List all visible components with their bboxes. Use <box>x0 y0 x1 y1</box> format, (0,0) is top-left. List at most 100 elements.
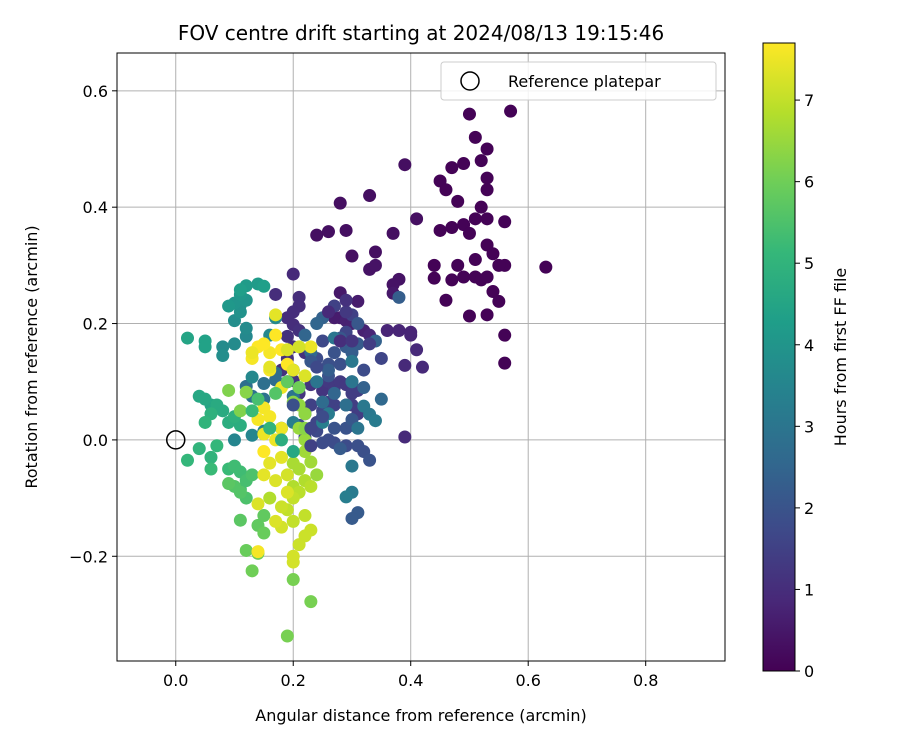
y-axis-label: Rotation from reference (arcmin) <box>22 225 41 488</box>
data-point <box>280 329 294 343</box>
data-point <box>368 258 382 272</box>
data-point <box>439 293 453 307</box>
data-point <box>451 258 465 272</box>
data-points <box>180 104 553 643</box>
data-point <box>227 433 241 447</box>
data-point <box>286 363 300 377</box>
data-point <box>339 305 353 319</box>
data-point <box>204 450 218 464</box>
data-point <box>239 321 253 335</box>
data-point <box>257 376 271 390</box>
data-point <box>480 308 494 322</box>
data-point <box>457 157 471 171</box>
plot-background <box>117 53 725 661</box>
data-point <box>304 479 318 493</box>
data-point <box>280 375 294 389</box>
data-point <box>292 538 306 552</box>
data-point <box>274 421 288 435</box>
data-point <box>269 328 283 342</box>
data-point <box>363 453 377 467</box>
data-point <box>486 285 500 299</box>
data-point <box>457 270 471 284</box>
data-point <box>286 573 300 587</box>
data-point <box>504 104 518 118</box>
data-point <box>462 107 476 121</box>
x-tick-label: 0.8 <box>633 671 658 690</box>
data-point <box>492 294 506 308</box>
data-point <box>415 360 429 374</box>
y-tick-label: −0.2 <box>69 547 108 566</box>
data-point <box>480 171 494 185</box>
data-point <box>327 421 341 435</box>
data-point <box>274 433 288 447</box>
data-point <box>263 421 277 435</box>
data-point <box>427 258 441 272</box>
data-point <box>304 455 318 469</box>
data-point <box>357 363 371 377</box>
data-point <box>222 383 236 397</box>
data-point <box>410 212 424 226</box>
data-point <box>286 445 300 459</box>
data-point <box>263 456 277 470</box>
data-point <box>492 258 506 272</box>
data-point <box>474 200 488 214</box>
data-point <box>233 513 247 527</box>
data-point <box>316 334 330 348</box>
data-point <box>298 509 312 523</box>
data-point <box>304 439 318 453</box>
data-point <box>445 221 459 235</box>
data-point <box>498 328 512 342</box>
data-point <box>351 421 365 435</box>
data-point <box>239 543 253 557</box>
legend-box <box>440 61 717 101</box>
data-point <box>433 223 447 237</box>
data-point <box>345 375 359 389</box>
reference-platepar-marker <box>165 430 186 450</box>
data-point <box>233 404 247 418</box>
data-point <box>345 249 359 263</box>
data-point <box>286 555 300 569</box>
data-point <box>269 474 283 488</box>
data-point <box>204 462 218 476</box>
x-tick-label: 0.4 <box>398 671 423 690</box>
data-point <box>321 363 335 377</box>
colorbar-frame <box>762 42 796 672</box>
data-point <box>216 349 230 363</box>
colorbar-fill <box>763 43 795 671</box>
data-point <box>292 340 306 354</box>
data-point <box>257 526 271 540</box>
data-point <box>233 283 247 297</box>
data-point <box>310 468 324 482</box>
data-point <box>198 392 212 406</box>
x-axis-label: Angular distance from reference (arcmin) <box>255 706 586 725</box>
chart-title: FOV centre drift starting at 2024/08/13 … <box>178 21 664 45</box>
data-point <box>480 183 494 197</box>
data-point <box>316 395 330 409</box>
data-point <box>222 477 236 491</box>
data-point <box>327 386 341 400</box>
data-point <box>468 253 482 267</box>
data-point <box>398 158 412 172</box>
data-point <box>363 189 377 203</box>
data-point <box>292 381 306 395</box>
data-point <box>310 317 324 331</box>
data-point <box>316 410 330 424</box>
data-point <box>427 271 441 285</box>
data-point <box>304 421 318 435</box>
data-point <box>210 439 224 453</box>
data-point <box>245 346 259 360</box>
data-point <box>339 398 353 412</box>
data-point <box>286 398 300 412</box>
data-point <box>345 511 359 525</box>
colorbar-ticks: 0 1 2 3 4 5 6 7 <box>795 91 814 681</box>
data-point <box>286 514 300 528</box>
data-point <box>280 485 294 499</box>
x-tick-label: 0.2 <box>281 671 306 690</box>
colorbar-tick-label: 0 <box>804 662 814 681</box>
data-point <box>245 404 259 418</box>
data-point <box>392 290 406 304</box>
data-point <box>321 225 335 239</box>
data-point <box>321 305 335 319</box>
data-point <box>480 270 494 284</box>
data-point <box>345 334 359 348</box>
